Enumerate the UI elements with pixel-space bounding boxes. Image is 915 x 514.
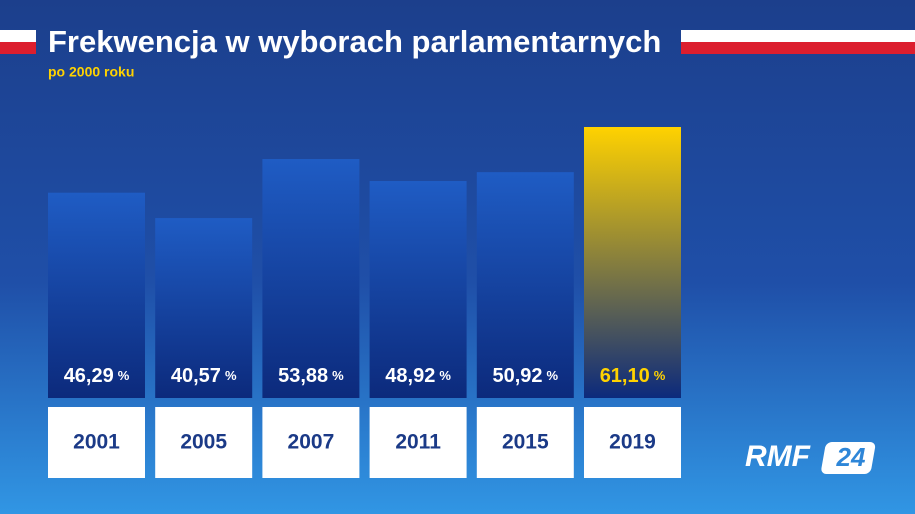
value-number: 50,92 <box>492 365 542 387</box>
x-tick-label: 2007 <box>288 431 335 454</box>
bar <box>369 181 467 398</box>
logo: RMF 24 <box>745 440 876 474</box>
category-box <box>369 407 467 478</box>
category-box <box>262 407 360 478</box>
flag-white <box>681 30 915 42</box>
flag-red <box>681 42 915 54</box>
value-label: 53,88% <box>278 365 344 387</box>
flag-red <box>0 42 36 54</box>
value-label: 48,92% <box>385 365 451 387</box>
bar <box>48 192 145 398</box>
value-number: 53,88 <box>278 365 328 387</box>
bar <box>584 127 681 398</box>
category-box <box>584 407 681 478</box>
logo-badge <box>821 442 876 474</box>
value-unit: % <box>547 368 559 383</box>
x-tick-label: 2005 <box>180 431 227 454</box>
value-number: 61,10 <box>600 365 650 387</box>
bar <box>262 159 360 398</box>
x-tick-label: 2019 <box>609 431 656 454</box>
value-number: 48,92 <box>385 365 435 387</box>
x-tick-label: 2001 <box>73 431 120 454</box>
category-box <box>48 407 145 478</box>
value-label: 50,92% <box>492 365 558 387</box>
bar <box>476 172 574 398</box>
x-tick-label: 2011 <box>395 431 441 454</box>
value-label: 61,10% <box>600 365 666 387</box>
category-box <box>476 407 574 478</box>
category-box <box>155 407 253 478</box>
value-unit: % <box>654 368 666 383</box>
chart-subtitle: po 2000 roku <box>48 64 134 80</box>
flag-white <box>0 30 36 42</box>
chart-title: Frekwencja w wyborach parlamentarnych <box>48 24 661 59</box>
value-label: 40,57% <box>171 365 237 387</box>
value-number: 40,57 <box>171 365 221 387</box>
logo-badge-text: 24 <box>836 442 866 472</box>
bar <box>155 218 253 398</box>
value-unit: % <box>225 368 237 383</box>
value-unit: % <box>118 368 130 383</box>
value-unit: % <box>332 368 344 383</box>
x-tick-label: 2015 <box>502 431 549 454</box>
logo-text: RMF <box>745 440 811 473</box>
value-number: 46,29 <box>64 365 114 387</box>
value-label: 46,29% <box>64 365 130 387</box>
value-unit: % <box>439 368 451 383</box>
